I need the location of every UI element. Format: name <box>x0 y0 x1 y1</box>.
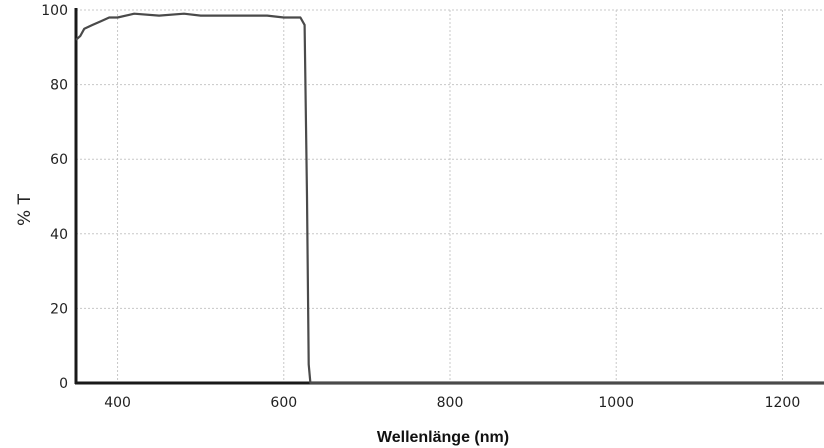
series-layer <box>75 12 824 385</box>
y-tick-label-100: 100 <box>41 3 68 19</box>
y-tick-label-80: 80 <box>50 78 68 94</box>
y-axis-title: % T <box>15 193 35 226</box>
x-tick-label-1200: 1200 <box>765 395 801 411</box>
y-tick-label-20: 20 <box>50 301 68 317</box>
y-tick-label-40: 40 <box>50 227 68 243</box>
tick-labels: 400 600 800 1000 1200 0 20 40 60 80 100 <box>41 3 800 411</box>
x-tick-label-400: 400 <box>104 395 131 411</box>
y-tick-label-0: 0 <box>59 376 68 392</box>
y-tick-label-60: 60 <box>50 152 68 168</box>
x-axis-title: Wellenlänge (nm) <box>377 429 509 446</box>
grid <box>76 9 824 383</box>
x-tick-label-600: 600 <box>270 395 297 411</box>
series-line-0 <box>75 12 824 385</box>
x-tick-label-800: 800 <box>437 395 464 411</box>
x-tick-label-1000: 1000 <box>598 395 634 411</box>
